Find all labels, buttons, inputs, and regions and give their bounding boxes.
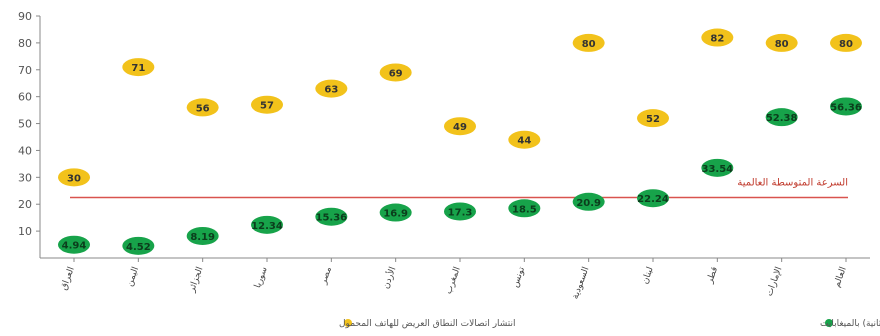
- data-label: 57: [260, 101, 274, 112]
- data-point: [765, 108, 798, 127]
- data-point: [572, 33, 605, 52]
- data-label: 71: [131, 63, 145, 74]
- data-point: [444, 202, 476, 221]
- data-point: [122, 58, 155, 77]
- data-label: 80: [582, 39, 596, 50]
- data-label: 63: [324, 85, 338, 96]
- x-tick-label: تونس: [511, 265, 528, 289]
- data-label: 44: [517, 136, 531, 147]
- data-label: 49: [453, 122, 467, 133]
- y-tick-label: 30: [18, 171, 32, 184]
- data-label: 52.38: [766, 113, 798, 124]
- data-point: [58, 168, 90, 187]
- data-point: [58, 235, 90, 254]
- x-tick-label: قطر: [705, 266, 720, 286]
- data-point: [122, 236, 155, 255]
- data-label: 16.9: [383, 209, 408, 220]
- data-point: [315, 79, 348, 98]
- data-point: [765, 33, 798, 52]
- data-label: 20.9: [576, 198, 601, 209]
- data-point: [186, 226, 219, 245]
- data-label: 52: [646, 114, 660, 125]
- data-point: [508, 199, 541, 218]
- data-point: [701, 28, 734, 47]
- x-tick-label: الجزائر: [187, 266, 206, 295]
- x-tick-label: الإمارات: [765, 266, 785, 298]
- data-label: 30: [67, 173, 81, 184]
- x-tick-label: مصر: [318, 265, 334, 286]
- y-tick-label: 90: [18, 10, 32, 23]
- y-tick-label: 40: [18, 144, 32, 157]
- x-tick-label: اليمن: [125, 266, 141, 288]
- data-point: [701, 158, 734, 177]
- data-label: 56.36: [830, 102, 862, 113]
- data-point: [637, 109, 669, 128]
- data-label: 17.3: [448, 207, 473, 218]
- x-tick-label: الأردن: [379, 265, 398, 290]
- y-tick-label: 80: [18, 37, 32, 50]
- data-point: [830, 33, 862, 52]
- y-tick-label: 70: [18, 64, 32, 77]
- data-label: 80: [839, 39, 853, 50]
- data-point: [186, 98, 219, 117]
- data-label: 12.34: [251, 221, 283, 232]
- data-point: [251, 95, 283, 114]
- x-tick-label: سوريا: [253, 266, 270, 290]
- data-point: [251, 215, 283, 234]
- x-tick-label: لبنان: [640, 266, 655, 286]
- data-label: 4.94: [62, 241, 87, 252]
- data-label: 4.52: [126, 242, 151, 253]
- legend-marker: [344, 319, 352, 327]
- legend-marker: [825, 319, 833, 327]
- x-tick-label: المغرب: [444, 266, 463, 296]
- legend-label: اختبار Ookla لسرعة الإنترنت (ارتباط التن…: [820, 319, 880, 329]
- data-label: 15.36: [316, 213, 348, 224]
- reference-line-label: السرعة المتوسطة العالمية: [737, 178, 848, 189]
- data-point: [830, 97, 862, 116]
- x-tick-label: السعودية: [571, 266, 592, 301]
- data-label: 18.5: [512, 204, 537, 215]
- data-point: [444, 117, 476, 136]
- data-label: 33.54: [702, 164, 734, 175]
- x-tick-label: العالم: [832, 266, 849, 289]
- x-tick-label: العراق: [59, 266, 77, 292]
- data-label: 56: [196, 103, 210, 114]
- data-point: [572, 192, 605, 211]
- data-label: 82: [710, 34, 724, 45]
- data-point: [315, 207, 348, 226]
- y-tick-label: 50: [18, 118, 32, 131]
- data-point: [379, 203, 412, 222]
- data-label: 80: [775, 39, 789, 50]
- y-tick-label: 10: [18, 225, 32, 238]
- data-label: 22.24: [637, 194, 669, 205]
- y-tick-label: 60: [18, 91, 32, 104]
- data-label: 69: [389, 68, 403, 79]
- data-point: [637, 189, 669, 208]
- data-point: [379, 63, 412, 82]
- y-tick-label: 20: [18, 198, 32, 211]
- legend-label: انتشار اتصالات النطاق العريض للهاتف المح…: [339, 319, 516, 329]
- data-label: 8.19: [190, 232, 215, 243]
- data-point: [508, 130, 541, 149]
